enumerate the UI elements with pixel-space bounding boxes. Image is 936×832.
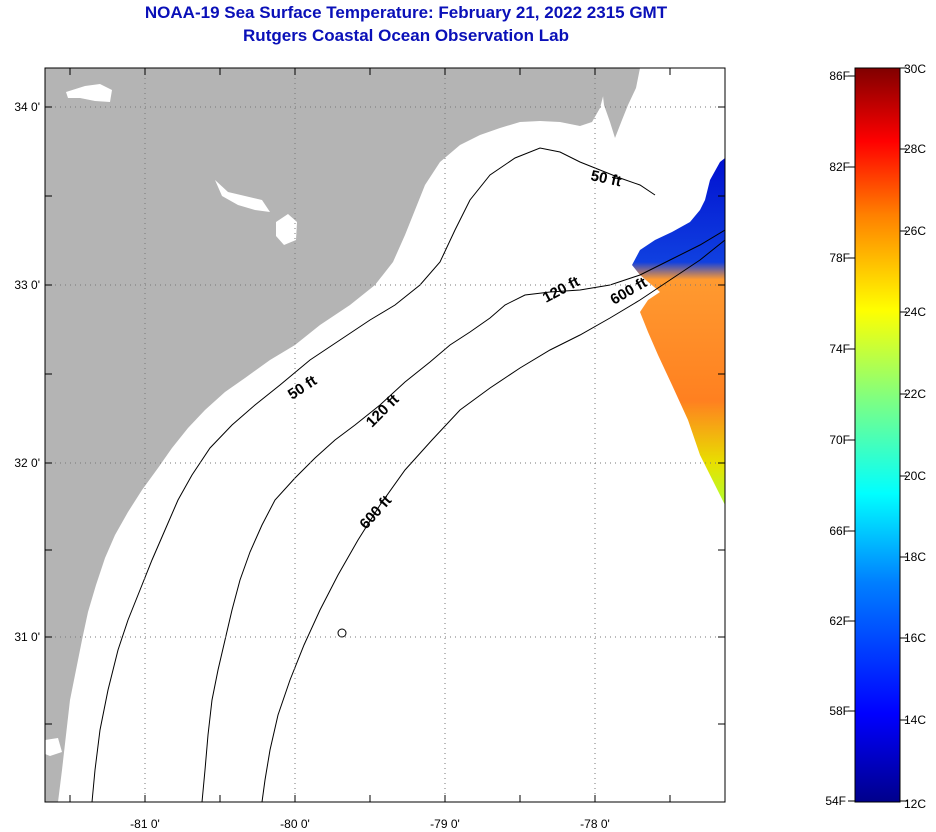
colorbar-f-label: 66F (829, 524, 850, 538)
colorbar-c-label: 20C (904, 469, 926, 483)
colorbar-c-label: 22C (904, 387, 926, 401)
colorbar-f-labels: 86F 82F 78F 74F 70F 66F 62F 58F 54F (825, 69, 850, 808)
seamount-contour (337, 628, 347, 638)
colorbar-f-label: 74F (829, 342, 850, 356)
colorbar-f-label: 82F (829, 160, 850, 174)
colorbar-c-label: 12C (904, 797, 926, 811)
map-subtitle: Rutgers Coastal Ocean Observation Lab (243, 26, 569, 45)
lat-label: 33 0' (14, 278, 40, 292)
isobath-50ft (91, 147, 656, 802)
lat-label: 34 0' (14, 100, 40, 114)
lon-label: -78 0' (580, 817, 610, 831)
lon-label: -81 0' (130, 817, 160, 831)
colorbar-c-label: 16C (904, 631, 926, 645)
lake (45, 738, 62, 756)
lon-label: -79 0' (430, 817, 460, 831)
graticule (45, 68, 725, 802)
colorbar-c-label: 24C (904, 305, 926, 319)
colorbar-c-label: 28C (904, 142, 926, 156)
map-frame (44, 67, 726, 803)
lon-label: -80 0' (280, 817, 310, 831)
lat-label: 31 0' (14, 630, 40, 644)
lake (215, 180, 270, 212)
land-cape-fear (600, 68, 640, 138)
colorbar-f-label: 58F (829, 704, 850, 718)
isobath-600ft (261, 239, 725, 802)
colorbar-f-label: 86F (829, 69, 850, 83)
colorbar (854, 67, 901, 803)
colorbar-f-label: 70F (829, 433, 850, 447)
colorbar-c-label: 26C (904, 224, 926, 238)
colorbar-ticks (848, 67, 907, 802)
lake (66, 84, 112, 102)
colorbar-f-label: 62F (829, 614, 850, 628)
colorbar-c-label: 30C (904, 62, 926, 76)
contour-label-50ft-north: 50 ft (589, 167, 623, 190)
lake (276, 214, 297, 245)
colorbar-c-labels: 30C 28C 26C 24C 22C 20C 18C 16C 14C 12C (904, 62, 926, 811)
colorbar-c-label: 14C (904, 713, 926, 727)
land-mass (45, 68, 610, 802)
lat-label: 32 0' (14, 456, 40, 470)
colorbar-c-label: 18C (904, 550, 926, 564)
sst-swath (632, 158, 725, 505)
isobath-120ft (201, 229, 725, 802)
colorbar-f-label: 54F (825, 794, 846, 808)
axis-ticks (45, 68, 725, 802)
map-title: NOAA-19 Sea Surface Temperature: Februar… (144, 3, 668, 22)
colorbar-f-label: 78F (829, 251, 850, 265)
